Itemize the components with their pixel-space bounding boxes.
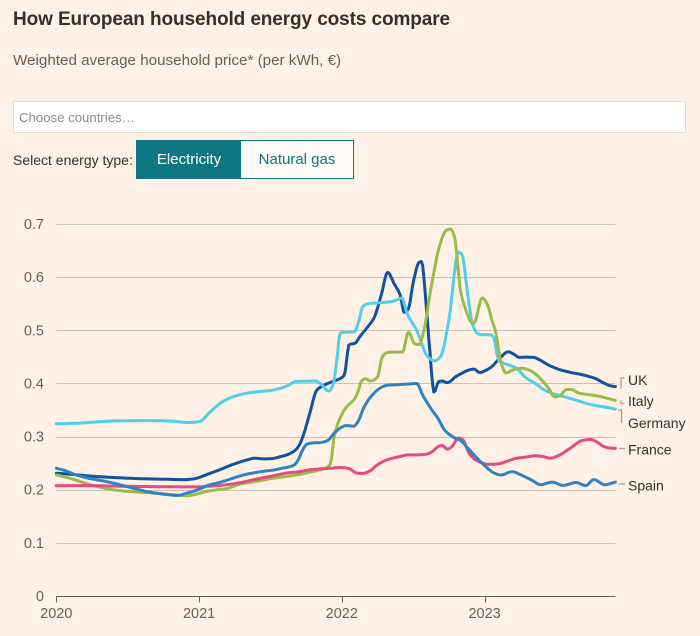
svg-text:Germany: Germany <box>628 415 686 431</box>
svg-text:Spain: Spain <box>628 478 664 494</box>
svg-text:France: France <box>628 442 672 458</box>
svg-text:0.7: 0.7 <box>24 217 44 233</box>
svg-text:2022: 2022 <box>326 606 358 622</box>
svg-text:0.3: 0.3 <box>24 430 44 446</box>
svg-text:0.4: 0.4 <box>24 376 44 392</box>
svg-text:Italy: Italy <box>628 393 654 409</box>
svg-text:0.5: 0.5 <box>24 323 44 339</box>
svg-text:0.1: 0.1 <box>24 536 44 552</box>
svg-text:0: 0 <box>36 589 44 605</box>
svg-text:0.6: 0.6 <box>24 270 44 286</box>
svg-text:2020: 2020 <box>40 606 72 622</box>
svg-text:UK: UK <box>628 372 648 388</box>
svg-text:2021: 2021 <box>183 606 215 622</box>
svg-text:2023: 2023 <box>468 606 500 622</box>
svg-text:0.2: 0.2 <box>24 483 44 499</box>
